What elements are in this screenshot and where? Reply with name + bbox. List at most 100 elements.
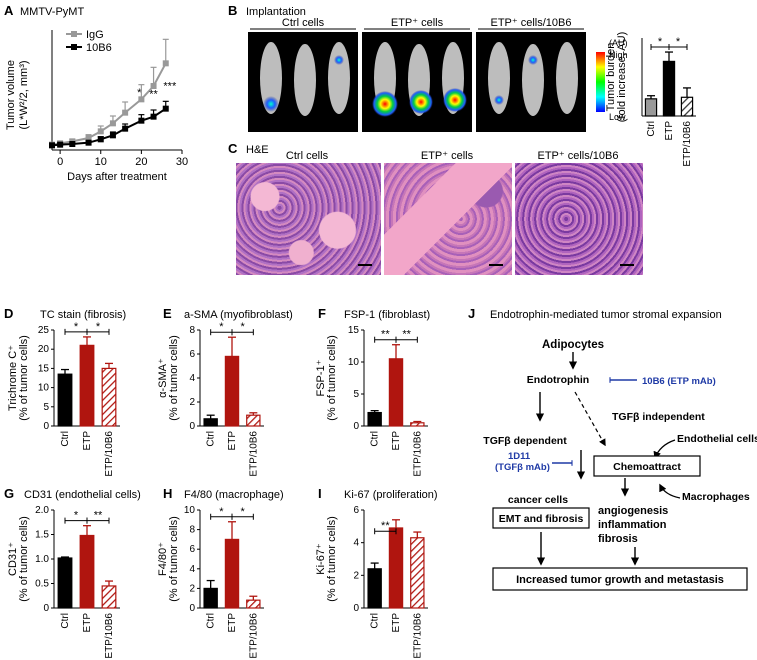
sig-mark: *	[74, 321, 79, 333]
colorbar-high: High	[609, 50, 628, 60]
y-tick-label: 2.0	[35, 505, 49, 516]
significance-mark: ***	[163, 80, 177, 92]
data-point	[109, 132, 116, 139]
diagram-mab-10b6: 10B6 (ETP mAb)	[642, 376, 716, 387]
x-tick-label: ETP/10B6	[248, 613, 259, 659]
x-tick-label: ETP	[391, 613, 402, 633]
chart-a: 0 10 20 30 Days after treatment Tumor volume(…	[5, 29, 188, 183]
y-tick-label: 25	[38, 325, 50, 336]
legend-label: IgG	[86, 29, 104, 41]
data-point	[97, 128, 104, 135]
bar-ctrl	[367, 411, 382, 427]
diagram-result: Increased tumor growth and metastasis	[516, 574, 724, 586]
bar-etp-10b6	[410, 422, 425, 427]
diagram-endotrophin: Endotrophin	[527, 374, 589, 386]
diagram-cancer-cells: cancer cells	[508, 494, 568, 506]
he-image-etp	[383, 162, 513, 276]
mice-silhouettes	[260, 42, 578, 117]
y-tick-label: 0	[189, 421, 195, 432]
y-tick-label: 15	[348, 325, 360, 336]
data-point	[85, 135, 92, 141]
diagram-tgfb-dependent: TGFβ dependent	[483, 435, 567, 447]
y-tick-label: 0	[353, 603, 359, 614]
bar-ctrl	[203, 418, 218, 427]
x-tick-label: ETP/10B6	[412, 431, 423, 477]
x-tick-label: ETP/10B6	[104, 431, 115, 477]
y-axis-label-unit: (% of tumor cells)	[168, 335, 180, 421]
bar-ctrl	[57, 373, 73, 427]
sig-mark: *	[241, 321, 246, 333]
series-line-igg	[51, 62, 167, 146]
arrow-macrophages	[659, 483, 681, 499]
x-tick-label: ETP	[227, 613, 238, 633]
data-point	[57, 141, 64, 148]
x-tick-label: Ctrl	[646, 121, 657, 137]
bar-etp-10b6	[101, 367, 117, 427]
sig-mark: **	[381, 329, 390, 341]
legend-label: 10B6	[86, 42, 112, 54]
diagram-macrophages: Macrophages	[682, 491, 750, 503]
panel-j-letter: J	[468, 306, 475, 321]
data-point	[138, 117, 145, 124]
diagram-j: Adipocytes Endotrophin 10B6 (ETP mAb) TG…	[483, 339, 757, 591]
sig-mark: *	[658, 36, 663, 48]
y-tick-label: 4	[189, 564, 195, 575]
x-tick-label: ETP	[664, 121, 675, 141]
x-tick-label: Ctrl	[60, 613, 71, 629]
he-image-etp-10b6	[514, 162, 644, 276]
x-tick-label: ETP	[82, 431, 93, 451]
panel-f-title: FSP-1 (fibroblast)	[344, 309, 430, 321]
y-axis-label: F4/80⁺	[157, 542, 169, 576]
panel-b-group-etp: ETP⁺ cells	[391, 17, 444, 29]
chart-d: 0 5 10 15 20 25 Ctrl ETP ETP/10B6 * * Trichrome C⁺(…	[7, 321, 120, 477]
panel-c-group-etp-10b6: ETP⁺ cells/10B6	[537, 150, 618, 162]
colorbar-unit: (AU)	[609, 38, 628, 48]
y-tick-label: 10	[348, 357, 360, 368]
bar-etp-10b6	[680, 96, 694, 117]
data-point	[122, 125, 129, 132]
sig-mark: **	[381, 520, 390, 532]
y-tick-label: 6	[189, 349, 195, 360]
y-axis-label-unit: (% of tumor cells)	[18, 335, 30, 421]
y-tick-label: 0	[43, 603, 49, 614]
panel-i-letter: I	[318, 486, 322, 501]
panel-e-title: a-SMA (myofibroblast)	[184, 309, 293, 321]
bar-etp-10b6	[246, 599, 261, 609]
heat-colorbar	[596, 52, 605, 112]
x-tick-label: Ctrl	[206, 613, 217, 629]
sig-mark: *	[676, 36, 681, 48]
sig-mark: **	[94, 510, 103, 522]
bar-etp-10b6	[101, 585, 117, 609]
diagram-angiogenesis: angiogenesis	[598, 505, 668, 517]
diagram-adipocytes: Adipocytes	[542, 339, 604, 351]
y-axis-label-unit: (% of tumor cells)	[326, 335, 338, 421]
y-tick-label: 4	[353, 538, 359, 549]
x-tick-label: Ctrl	[206, 431, 217, 447]
y-axis-label-unit: (L*W²/2, mm³)	[18, 60, 30, 129]
emt-box	[492, 507, 590, 529]
legend-marker	[71, 31, 77, 37]
y-tick-label: 2	[353, 570, 359, 581]
y-axis-label-unit: (% of tumor cells)	[326, 516, 338, 602]
y-axis-label: FSP-1⁺	[315, 359, 327, 396]
data-point	[150, 83, 157, 89]
panel-e-letter: E	[163, 306, 172, 321]
y-tick-label: 0	[353, 421, 359, 432]
diagram-emt: EMT and fibrosis	[499, 513, 584, 525]
x-axis-label: Days after treatment	[67, 171, 167, 183]
y-axis-label: α-SMA⁺	[157, 358, 169, 398]
y-tick-label: 2	[189, 583, 195, 594]
y-tick-label: 6	[189, 544, 195, 555]
result-box	[492, 567, 748, 591]
data-point	[150, 113, 157, 120]
y-tick-label: 2	[189, 397, 195, 408]
bar-ctrl	[203, 587, 218, 609]
bar-ctrl	[367, 568, 382, 609]
panel-g-title: CD31 (endothelial cells)	[24, 489, 141, 501]
bar-ctrl	[644, 98, 658, 117]
colorbar-low: Low	[609, 112, 626, 122]
y-tick-label: 1.5	[35, 530, 49, 541]
x-tick-label: ETP	[391, 431, 402, 451]
y-tick-label: 5	[353, 389, 359, 400]
